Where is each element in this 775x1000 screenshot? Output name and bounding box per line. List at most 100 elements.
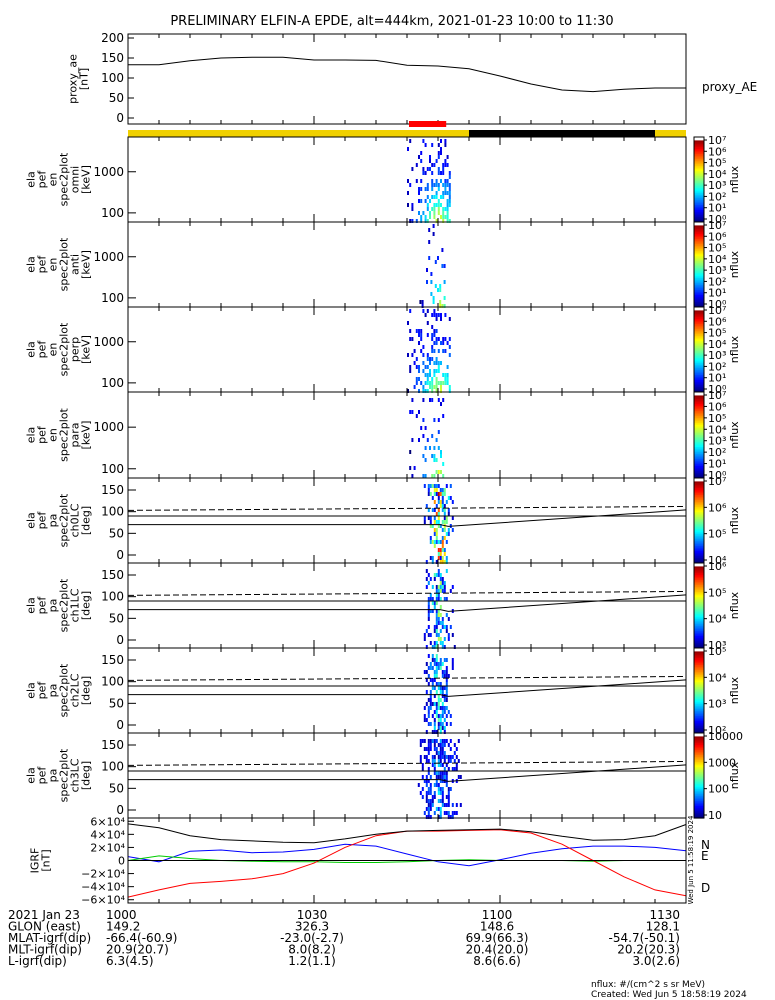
pa-ch3-cell — [435, 807, 438, 811]
pa-ch3-cell — [427, 771, 430, 775]
spec-perp-cell — [418, 389, 420, 393]
spec-omni-colorbar-tick-label: 10⁶ — [708, 145, 727, 158]
pa-ch2-cell — [443, 710, 446, 714]
pa-ch2-cell — [435, 662, 438, 666]
pa-ch0-colorbar-cell — [694, 540, 704, 544]
pa-ch3-colorbar-cell — [694, 792, 704, 795]
pa-ch1-cell — [439, 629, 442, 633]
spec-anti-colorbar-cell — [694, 291, 704, 294]
pa-ch0-cell — [447, 508, 450, 512]
pa-ch2-cell — [425, 702, 428, 706]
science-zone-marker — [409, 121, 447, 127]
pa-ch0-cell — [445, 500, 448, 504]
pa-ch0-cell — [441, 544, 444, 548]
pa-ch0-cell — [429, 556, 432, 560]
pa-ch1-cell — [429, 577, 432, 581]
pa-ch0-cell — [427, 508, 430, 512]
pa-ch3-colorbar-cell — [694, 750, 704, 753]
spec-perp-cell — [420, 337, 423, 341]
pa-ch1-cell — [439, 573, 442, 577]
proxy-ae-y-tick-label: 0 — [116, 111, 124, 125]
spec-para-colorbar-cell — [694, 431, 704, 434]
spec-perp-colorbar-cell — [694, 317, 704, 320]
pa-ch3-cell — [425, 747, 428, 751]
spec-omni-cell — [426, 203, 429, 207]
pa-ch2-cell — [451, 666, 454, 670]
spec-para-colorbar-tick-label: 10¹ — [708, 458, 726, 471]
pa-ch0-cell — [439, 556, 442, 560]
spec-perp-colorbar-cell — [694, 325, 704, 328]
pa-ch1-cell — [433, 577, 436, 581]
pa-ch2-colorbar-cell — [694, 676, 704, 680]
pa-ch2-cell — [443, 658, 446, 662]
pa-ch3-cell — [447, 799, 450, 803]
spec-omni-cell — [429, 159, 431, 163]
pa-ch3-cell — [425, 759, 428, 763]
pa-ch0-cell — [433, 516, 436, 520]
pa-ch1-cell — [435, 621, 438, 625]
spec-anti-cell — [426, 268, 428, 272]
pa-ch0-colorbar-cell — [694, 530, 704, 533]
pa-ch0-cell — [429, 524, 432, 528]
pa-ch1-cell — [435, 617, 438, 621]
igrf-y-tick-label: −2×10⁴ — [81, 868, 125, 881]
spec-anti-cell — [428, 240, 431, 244]
spec-perp-y-tick-label: 1000 — [93, 335, 124, 349]
spec-omni-cell — [442, 207, 445, 211]
pa-ch0-cell — [445, 532, 448, 536]
pa-ch1-colorbar-cell — [694, 625, 704, 629]
pa-ch1-colorbar-cell — [694, 569, 704, 573]
spec-omni-cell — [448, 195, 451, 199]
pa-ch0-cell — [435, 528, 438, 532]
spec-perp-cell — [409, 365, 412, 369]
spec-omni-cell — [431, 187, 434, 191]
pa-ch0-cell — [441, 548, 444, 552]
pa-ch3-cell — [427, 815, 430, 819]
spec-omni-colorbar-cell — [694, 150, 704, 153]
pa-ch1-cell — [441, 585, 444, 589]
pa-ch2-cell — [431, 666, 434, 670]
pa-ch0-y-tick-label: 100 — [101, 505, 124, 519]
pa-ch3-cell — [421, 739, 424, 743]
pa-ch1-colorbar-cell — [694, 595, 704, 598]
pa-ch3-cell — [435, 751, 438, 755]
pa-ch2-cell — [431, 702, 434, 706]
spec-para-cell — [422, 474, 425, 478]
spec-perp-cell — [435, 313, 438, 317]
pa-ch0-cell — [445, 516, 448, 520]
pa-ch2-colorbar-cell — [694, 705, 704, 709]
pa-ch0-cell — [443, 552, 446, 556]
pa-ch1-cell — [441, 577, 444, 581]
pa-ch0-colorbar-cell — [694, 510, 704, 513]
spec-perp-cell — [444, 313, 447, 317]
pa-ch0-colorbar-cell — [694, 503, 704, 506]
pa-ch2-ylabel-line: ch2LC — [69, 673, 82, 707]
spec-omni-cell — [448, 199, 451, 203]
spec-para-colorbar-cell — [694, 414, 704, 417]
spec-para-colorbar-cell — [694, 460, 704, 464]
spec-anti-colorbar-cell — [694, 244, 704, 247]
spec-perp-cell — [442, 349, 445, 353]
pa-ch3-cell — [439, 763, 442, 767]
pa-ch3-colorbar-cell — [694, 746, 704, 749]
pa-ch1-cell — [435, 625, 438, 629]
spec-anti-colorbar-cell — [694, 249, 704, 252]
pa-ch2-cell — [435, 674, 438, 678]
pa-ch2-cell — [441, 694, 444, 698]
pa-ch1-cell — [435, 601, 438, 605]
pa-ch2-cell — [425, 718, 428, 722]
pa-ch2-cell — [441, 714, 444, 718]
spec-para-cell — [409, 450, 412, 454]
spec-perp-ylabel-line: [keV] — [80, 335, 93, 364]
spec-omni-cell — [446, 155, 449, 159]
spec-perp-cell — [429, 361, 431, 365]
spec-omni-cell — [435, 179, 438, 183]
pa-ch1-colorbar-cell — [694, 632, 704, 635]
units-note: nflux: #/(cm^2 s sr MeV) — [591, 980, 705, 990]
ephemeris-row-label: L-igrf(dip) — [8, 954, 67, 968]
spec-omni-cell — [411, 203, 414, 207]
spec-omni-colorbar-cell — [694, 164, 704, 167]
proxy-ae-series-label: proxy_AE — [702, 80, 757, 94]
pa-ch3-ylabel-line: ch3LC — [69, 758, 82, 792]
spec-para-colorbar-cell — [694, 400, 704, 403]
